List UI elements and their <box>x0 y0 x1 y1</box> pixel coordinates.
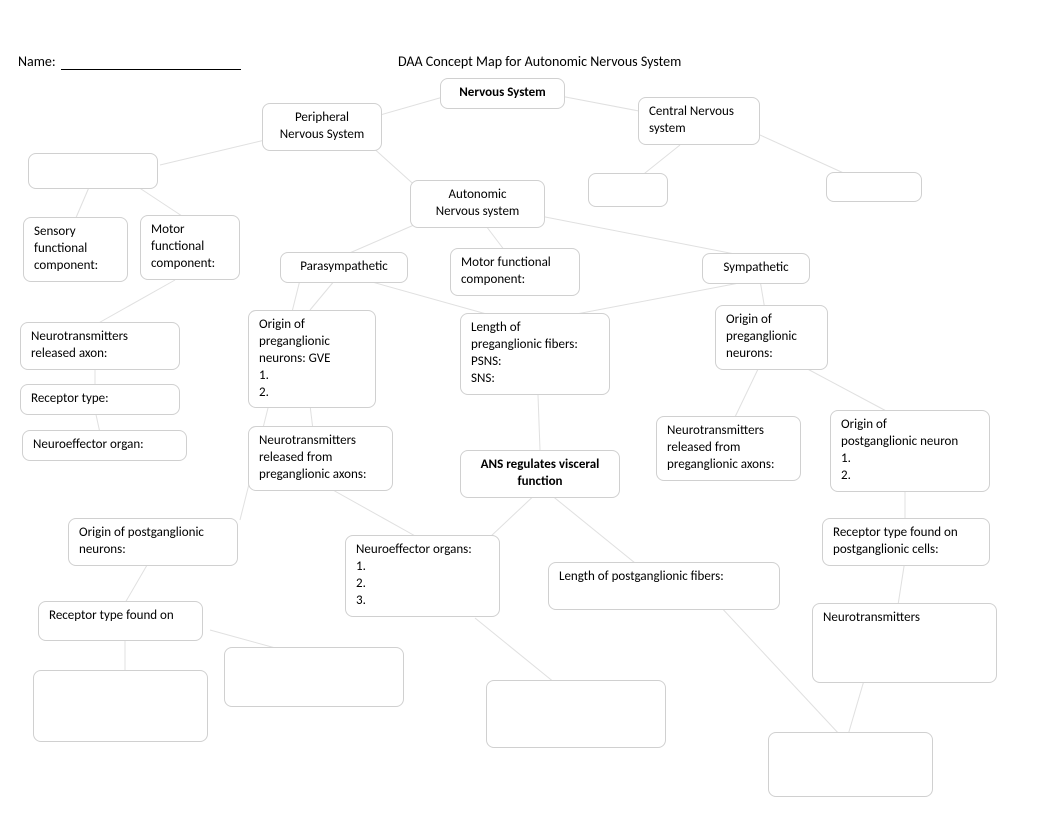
node-length-postgang: Length of postganglionic fibers: <box>548 562 780 610</box>
node-autonomic: AutonomicNervous system <box>410 180 545 228</box>
node-motor-func-center: Motor functionalcomponent: <box>450 248 580 296</box>
node-blank-bottom-2 <box>224 647 404 707</box>
name-text: Name: <box>18 53 56 70</box>
name-label: Name: <box>18 53 241 70</box>
node-neurotrans-pregang-right: Neurotransmittersreleased frompreganglio… <box>656 416 801 481</box>
node-receptor-type-postgang-left: Receptor type found on <box>38 601 203 641</box>
node-blank-cns-2 <box>826 172 922 202</box>
node-parasympathetic: Parasympathetic <box>280 252 408 283</box>
node-origin-postgang-neurons: Origin of postganglionicneurons: <box>68 518 238 566</box>
node-origin-pregang-right: Origin ofpreganglionicneurons: <box>715 305 828 370</box>
node-sympathetic: Sympathetic <box>702 253 810 284</box>
node-ans-regulates: ANS regulates visceralfunction <box>460 450 620 498</box>
node-length-pregang: Length ofpreganglionic fibers:PSNS:SNS: <box>460 313 610 395</box>
node-neurotrans-pregang-left: Neurotransmittersreleased frompreganglio… <box>248 426 393 491</box>
page-title: DAA Concept Map for Autonomic Nervous Sy… <box>398 53 681 70</box>
node-blank-bottom-4 <box>768 732 933 797</box>
node-central: Central Nervoussystem <box>638 97 760 145</box>
node-neuroeffector-organs: Neuroeffector organs:1.2.3. <box>345 535 500 617</box>
node-nervous-system: Nervous System <box>440 78 565 109</box>
node-receptor-type: Receptor type: <box>20 384 180 415</box>
node-neurotrans-right: Neurotransmitters <box>812 603 997 683</box>
node-sensory-func: Sensoryfunctionalcomponent: <box>23 217 128 282</box>
node-blank-top-left <box>28 153 158 189</box>
node-blank-cns-1 <box>588 173 668 207</box>
node-origin-pregang-gve: Origin ofpreganglionicneurons: GVE1.2. <box>248 310 376 408</box>
node-origin-postgang-neuron: Origin ofpostganglionic neuron1.2. <box>830 410 990 492</box>
node-blank-bottom-1 <box>33 670 208 742</box>
node-motor-func-left: Motorfunctionalcomponent: <box>140 215 240 280</box>
node-neurotrans-axon: Neurotransmittersreleased axon: <box>20 322 180 370</box>
node-blank-bottom-3 <box>486 680 666 748</box>
name-underline <box>61 69 241 70</box>
node-peripheral: PeripheralNervous System <box>262 103 382 151</box>
node-receptor-type-postgang-right: Receptor type found onpostganglionic cel… <box>822 518 990 566</box>
node-neuroeffector-organ: Neuroeffector organ: <box>22 430 187 461</box>
